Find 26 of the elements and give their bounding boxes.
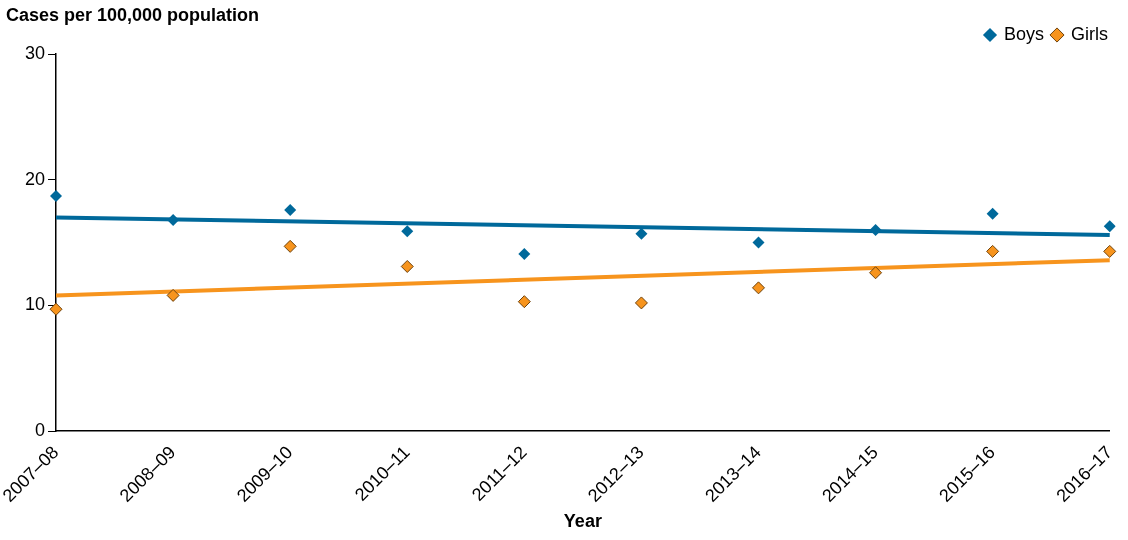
point xyxy=(634,296,648,310)
point xyxy=(283,239,297,253)
point xyxy=(517,295,531,309)
x-axis-title: Year xyxy=(563,510,602,531)
point xyxy=(1103,244,1117,258)
point xyxy=(986,207,999,220)
point xyxy=(752,236,765,249)
point xyxy=(50,190,63,203)
y-tick-label: 0 xyxy=(35,420,46,441)
point xyxy=(1103,220,1116,233)
legend-label: Girls xyxy=(1071,23,1109,44)
y-tick-label: 30 xyxy=(24,42,46,63)
y-tick-label: 10 xyxy=(24,294,46,315)
point xyxy=(166,288,180,302)
y-axis-title: Cases per 100,000 population xyxy=(6,4,260,25)
point xyxy=(401,225,414,238)
point xyxy=(400,259,414,273)
point xyxy=(284,203,297,216)
point xyxy=(986,244,1000,258)
point xyxy=(49,302,63,316)
legend-label: Boys xyxy=(1003,23,1045,44)
point xyxy=(518,247,531,260)
point xyxy=(869,224,882,237)
point xyxy=(869,266,883,280)
point xyxy=(751,281,765,295)
y-tick-label: 20 xyxy=(24,168,46,189)
